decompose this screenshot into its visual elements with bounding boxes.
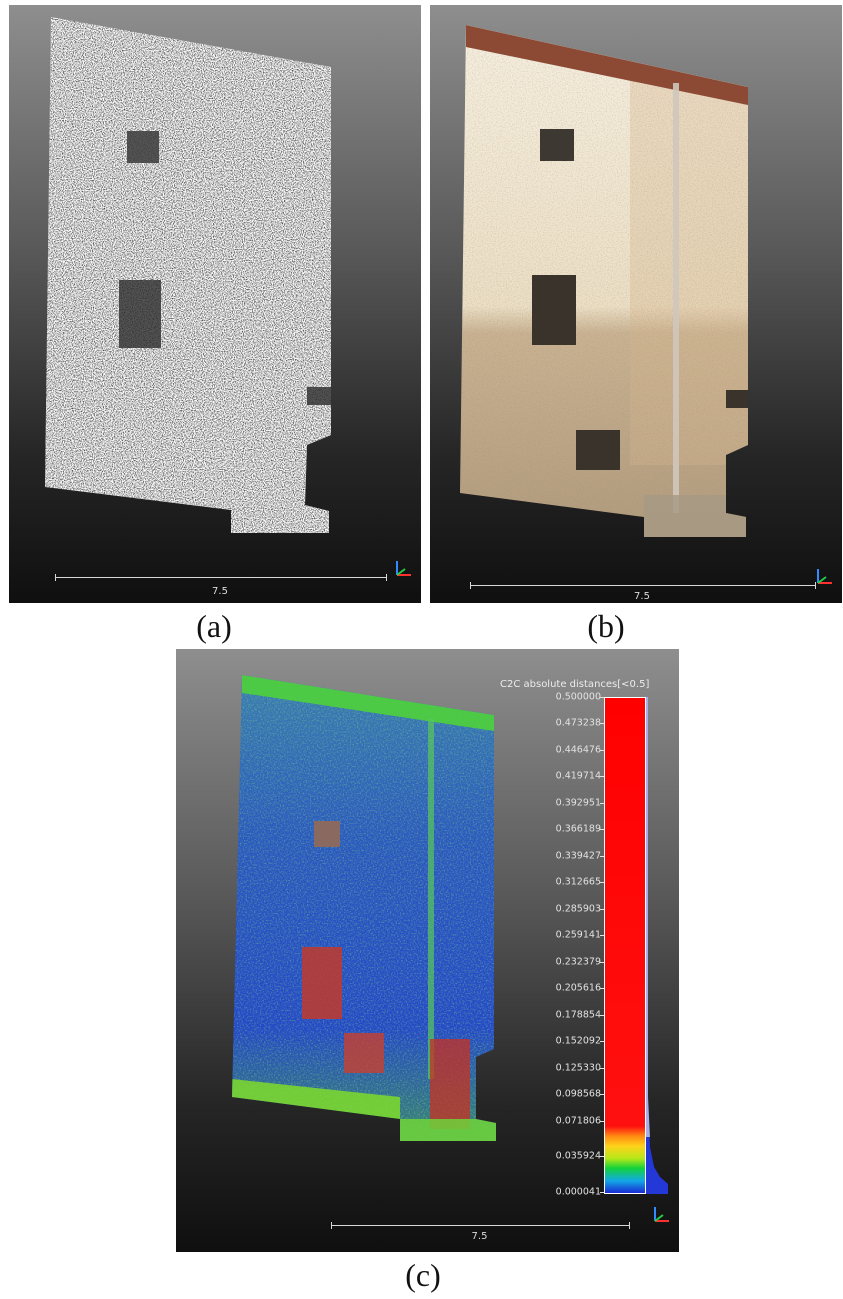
colorbar-tick-mark — [600, 1067, 604, 1069]
ground-window — [576, 430, 620, 470]
caption-c: (c) — [405, 1257, 441, 1293]
colorbar-tick-label: 0.000041 — [555, 1186, 601, 1198]
distance-heatmap-cloud — [232, 675, 496, 1141]
colorbar-tick-mark — [600, 829, 604, 831]
colorbar-tick-label: 0.446476 — [555, 744, 601, 756]
color-scale-bar — [604, 697, 646, 1194]
colorbar-tick-mark — [600, 802, 604, 804]
colorbar-tick-label: 0.205616 — [555, 982, 601, 994]
colorbar-tick-mark — [600, 1094, 604, 1096]
point-cloud-white — [45, 17, 331, 533]
colorbar-tick-label: 0.259141 — [555, 929, 601, 941]
middle-window — [532, 275, 576, 345]
scale-label: 7.5 — [471, 1231, 488, 1242]
point-cloud-rgb — [460, 25, 748, 537]
colorbar-tick-label: 0.035924 — [555, 1150, 601, 1162]
axis-triad-icon — [654, 1207, 669, 1222]
colorbar-tick-mark — [600, 988, 604, 990]
colorbar-tick-label: 0.098568 — [555, 1088, 601, 1100]
colorbar-tick-mark — [600, 749, 604, 751]
scale-bar — [331, 1222, 630, 1229]
colorbar-tick-mark — [600, 1192, 604, 1193]
colorbar-tick-mark — [600, 1156, 604, 1158]
viewport-b: 7.5 — [430, 5, 842, 603]
colorbar-tick-label: 0.125330 — [555, 1062, 601, 1074]
distance-histogram — [646, 697, 668, 1194]
colorbar-tick-mark — [600, 697, 604, 698]
colorbar-tick-label: 0.071806 — [555, 1115, 601, 1127]
viewport-c: C2C absolute distances[<0.5] 0.500000 0.4… — [176, 649, 679, 1252]
colorbar-tick-label: 0.500000 — [555, 691, 601, 703]
lower-window — [119, 280, 161, 348]
scale-label: 7.5 — [634, 591, 650, 602]
middle-window — [302, 947, 342, 1019]
colorbar-tick-mark — [600, 961, 604, 963]
axis-triad-icon — [817, 569, 832, 584]
colorbar-tick-label: 0.152092 — [555, 1035, 601, 1047]
colorbar-tick-label: 0.392951 — [555, 797, 601, 809]
colorbar-tick-mark — [600, 855, 604, 857]
colorbar-tick-mark — [600, 908, 604, 910]
axis-triad-icon — [396, 561, 411, 576]
colorbar-tick-label: 0.366189 — [555, 823, 601, 835]
colorbar-tick-mark — [600, 776, 604, 778]
colorbar-tick-label: 0.339427 — [555, 850, 601, 862]
colorbar-tick-mark — [600, 1041, 604, 1043]
colorbar-tick-label: 0.232379 — [555, 956, 601, 968]
colorbar-tick-mark — [600, 1120, 604, 1122]
upper-window — [314, 821, 340, 847]
caption-b: (b) — [587, 608, 625, 644]
caption-a: (a) — [196, 608, 232, 644]
viewport-a: 7.5 — [9, 5, 421, 603]
upper-window — [127, 131, 159, 163]
colorbar-tick-label: 0.419714 — [555, 770, 601, 782]
drainpipe — [673, 83, 679, 513]
colorbar-title: C2C absolute distances[<0.5] — [500, 679, 650, 690]
colorbar-tick-mark — [600, 882, 604, 884]
colorbar-tick-label: 0.473238 — [555, 717, 601, 729]
colorbar-tick-mark — [600, 1014, 604, 1016]
colorbar-tick-mark — [600, 723, 604, 725]
scale-bar — [470, 582, 816, 589]
upper-window — [540, 129, 574, 161]
scale-bar — [55, 574, 387, 581]
scale-label: 7.5 — [212, 586, 228, 597]
colorbar-tick-label: 0.312665 — [555, 876, 601, 888]
colorbar-tick-label: 0.285903 — [555, 903, 601, 915]
colorbar-tick-label: 0.178854 — [555, 1009, 601, 1021]
colorbar-tick-mark — [600, 935, 604, 937]
